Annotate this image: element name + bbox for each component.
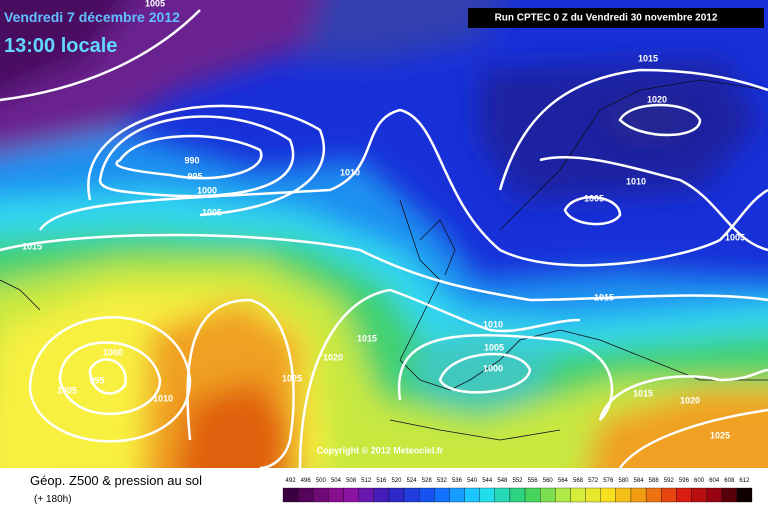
isobar-label: 995 (187, 171, 202, 181)
scale-label: 572 (588, 478, 599, 484)
isobar-label: 1010 (340, 167, 360, 177)
isobar-label: 1000 (483, 363, 503, 373)
isobar-label: 1015 (633, 388, 653, 398)
run-box (468, 8, 764, 28)
scale-label: 544 (482, 478, 493, 484)
isobars (0, 9, 768, 468)
scale-swatch (373, 487, 390, 503)
isobar-label: 1005 (202, 207, 222, 217)
scale-label: 596 (679, 478, 690, 484)
scale-swatch (328, 487, 344, 503)
scale-label: 492 (286, 478, 297, 484)
coastlines (0, 79, 768, 441)
scale-swatch (615, 487, 632, 503)
isobar-label: 1015 (22, 241, 42, 251)
isobar-label: 1025 (282, 373, 302, 383)
isobar-label: 990 (184, 155, 199, 165)
isobar-label: 1020 (647, 94, 667, 104)
scale-swatch (585, 487, 601, 503)
scale-swatch (434, 487, 450, 503)
scale-swatch (388, 487, 405, 503)
scale-swatch (297, 487, 314, 503)
isobar-label: 1010 (626, 176, 646, 186)
scale-label: 600 (694, 478, 705, 484)
scale-label: 512 (361, 478, 372, 484)
scale-label: 612 (739, 478, 750, 484)
run-info: Run CPTEC 0 Z du Vendredi 30 novembre 20… (495, 13, 718, 24)
isobar-label: 1020 (680, 395, 700, 405)
scale-label: 500 (316, 478, 327, 484)
isobar-label: 1005 (57, 385, 77, 395)
scale-swatch (494, 487, 511, 503)
scale-swatch (661, 487, 677, 503)
copyright: Copyright © 2012 Meteociel.fr (317, 445, 444, 455)
isobar-label: 1000 (103, 347, 123, 357)
scale-swatch (509, 487, 526, 503)
isobar-label: 1015 (594, 292, 614, 302)
scale-swatch (419, 487, 435, 503)
scale-label: 536 (452, 478, 463, 484)
scale-label: 524 (407, 478, 418, 484)
scale-swatch (645, 487, 662, 503)
isobar-label: 1015 (357, 333, 377, 343)
scale-swatch (570, 487, 586, 503)
scale-swatch (721, 487, 738, 503)
scale-label: 552 (512, 478, 523, 484)
scale-swatch (600, 487, 616, 503)
scale-label: 508 (346, 478, 357, 484)
scale-swatch (464, 487, 480, 503)
scale-label: 568 (573, 478, 584, 484)
isobar-label: 1010 (483, 319, 503, 329)
isobar-label: 1015 (638, 53, 658, 63)
scale-label: 584 (634, 478, 645, 484)
scale-label: 564 (558, 478, 569, 484)
scale-label: 532 (437, 478, 448, 484)
field (0, 0, 768, 468)
scale-swatch (676, 487, 692, 503)
scale-swatch (403, 487, 420, 503)
scale-label: 548 (497, 478, 508, 484)
scale-swatch (736, 487, 753, 503)
isobar-label: 1005 (145, 0, 165, 8)
scale-swatch (313, 487, 329, 503)
footer-title: Géop. Z500 & pression au sol (30, 473, 202, 488)
scale-swatch (706, 487, 722, 503)
scale-label: 588 (649, 478, 660, 484)
scale-swatch (691, 487, 707, 503)
scale-swatch (282, 487, 299, 503)
footer-lead: (+ 180h) (34, 494, 72, 505)
isobar-label: 995 (89, 375, 104, 385)
scale-label: 608 (724, 478, 735, 484)
date: Vendredi 7 décembre 2012 (4, 9, 180, 25)
scale-swatch (343, 487, 359, 503)
scale-label: 560 (543, 478, 554, 484)
time: 13:00 locale (4, 35, 117, 57)
scale-swatch (479, 487, 495, 503)
scale-label: 540 (467, 478, 478, 484)
scale-label: 576 (603, 478, 614, 484)
isobar-label: 1000 (197, 185, 217, 195)
scale-swatch (540, 487, 556, 503)
scale-label: 504 (331, 478, 342, 484)
scale-label: 556 (528, 478, 539, 484)
scale-swatch (555, 487, 571, 503)
scale-swatch (449, 487, 465, 503)
scale-swatch (630, 487, 647, 503)
scale-label: 528 (422, 478, 433, 484)
scale-label: 604 (709, 478, 720, 484)
scale-label: 592 (664, 478, 675, 484)
scale-swatch (524, 487, 541, 503)
isobar-label: 1020 (323, 352, 343, 362)
isobar-label: 1005 (484, 342, 504, 352)
scale-label: 496 (301, 478, 312, 484)
isobar-label: 1005 (725, 232, 745, 242)
scale-label: 580 (618, 478, 629, 484)
scale-swatch (358, 487, 374, 503)
isobar-label: 1010 (153, 393, 173, 403)
scale-label: 516 (376, 478, 387, 484)
scale-label: 520 (391, 478, 402, 484)
isobar-label: 1025 (710, 430, 730, 440)
isobar-label: 1005 (584, 193, 604, 203)
